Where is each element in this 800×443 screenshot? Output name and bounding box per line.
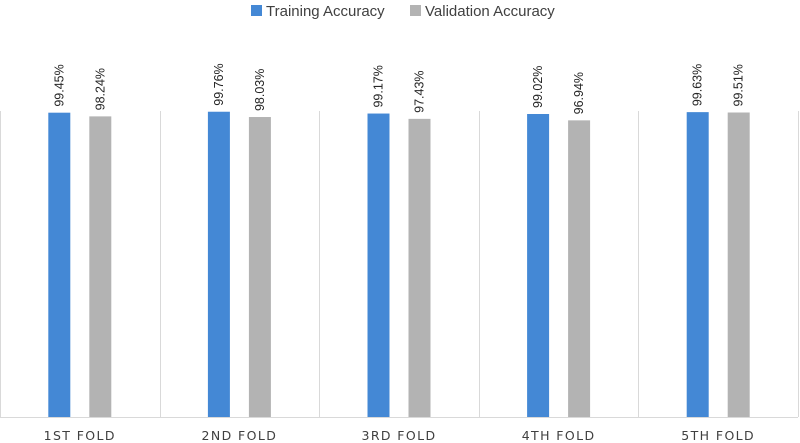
legend-swatch-validation [410,5,421,16]
data-label-validation: 96.94% [572,72,586,114]
bar-training [527,113,550,417]
category-label: 5TH FOLD [681,428,755,443]
legend-label-training: Training Accuracy [266,3,385,20]
data-label-validation: 97.43% [413,70,427,112]
data-label-training: 99.76% [212,63,226,105]
bar-validation [568,120,591,418]
bar-training [48,112,71,418]
bar-validation [727,112,750,418]
bar-training [367,113,390,418]
bar-validation [408,118,431,417]
legend: Training Accuracy Validation Accuracy [251,3,555,20]
category-label: 2ND FOLD [202,428,278,443]
data-label-training: 99.17% [372,65,386,107]
data-label-validation: 99.51% [732,64,746,106]
category-label: 4TH FOLD [522,428,596,443]
bar-training [686,112,709,417]
bar-validation [89,116,112,418]
legend-swatch-training [251,5,262,16]
data-label-training: 99.45% [52,64,66,106]
bar-training [207,111,230,417]
category-label: 3RD FOLD [361,428,436,443]
data-label-training: 99.02% [531,66,545,108]
bar-validation [248,117,271,417]
data-label-validation: 98.24% [93,68,107,110]
legend-label-validation: Validation Accuracy [425,3,555,20]
data-label-validation: 98.03% [253,69,267,111]
data-label-training: 99.63% [691,64,705,106]
plot-area: 99.45% 98.24% 1ST FOLD 99.76% 98.03% 2ND FOLD… [0,63,799,443]
category-label: 1ST FOLD [44,428,116,443]
